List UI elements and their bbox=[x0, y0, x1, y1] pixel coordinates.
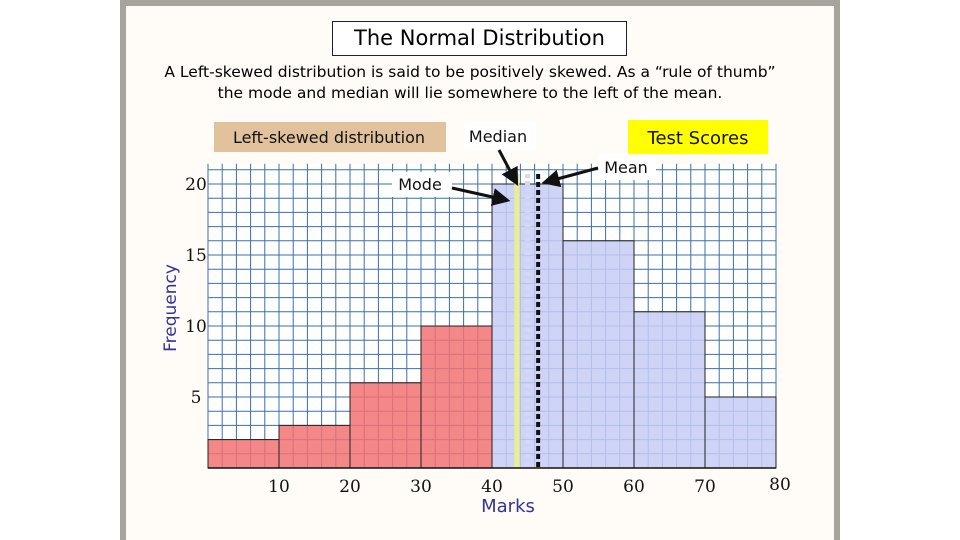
histogram-bar-6 bbox=[562, 240, 635, 469]
x-tick-label-30: 30 bbox=[410, 477, 432, 497]
mode-label-background bbox=[392, 172, 452, 197]
y-axis-label: Frequency bbox=[161, 264, 181, 352]
x-tick-label-40: 40 bbox=[481, 477, 503, 497]
slide-title: The Normal Distribution bbox=[332, 21, 627, 56]
x-tick-label-80: 80 bbox=[769, 475, 791, 495]
median-label: Median bbox=[469, 127, 527, 146]
mode-label: Mode bbox=[398, 175, 442, 194]
median-arrow bbox=[497, 149, 519, 186]
x-tick-label-20: 20 bbox=[339, 477, 361, 497]
x-axis-label: Marks bbox=[481, 496, 535, 517]
mean-label-background bbox=[598, 154, 656, 180]
slide-caption: A Left-skewed distribution is said to be… bbox=[164, 63, 776, 102]
mean-arrow bbox=[541, 166, 599, 188]
x-tick-label-10: 10 bbox=[268, 477, 290, 497]
tag-label-background bbox=[214, 122, 446, 152]
mean-label: Mean bbox=[604, 158, 648, 177]
y-tick-label-15: 15 bbox=[185, 246, 207, 266]
histogram-bar-7 bbox=[633, 311, 706, 469]
y-tick-label-5: 5 bbox=[191, 388, 202, 408]
median-label-background bbox=[464, 122, 536, 150]
x-tick-label-60: 60 bbox=[623, 477, 645, 497]
histogram-bar-8 bbox=[704, 396, 777, 469]
y-tick-label-10: 10 bbox=[185, 317, 207, 337]
histogram-bar-2 bbox=[278, 424, 351, 469]
mode-arrow bbox=[451, 186, 511, 206]
chart-title: Test Scores bbox=[647, 128, 749, 149]
chart-reference-lines bbox=[514, 174, 541, 468]
histogram-bar-1 bbox=[207, 439, 280, 469]
y-tick-labels: 5 10 15 20 bbox=[185, 175, 207, 408]
tag-label: Left-skewed distribution bbox=[233, 128, 425, 147]
histogram-bar-3 bbox=[349, 382, 422, 469]
y-tick-label-20: 20 bbox=[185, 175, 207, 195]
x-tick-labels: 10 20 30 40 50 60 70 80 bbox=[268, 475, 791, 497]
x-tick-label-70: 70 bbox=[694, 477, 716, 497]
x-tick-label-50: 50 bbox=[552, 477, 574, 497]
histogram-bar-4 bbox=[420, 325, 493, 469]
chart-bars bbox=[207, 183, 777, 469]
legend-highlight bbox=[628, 120, 768, 154]
